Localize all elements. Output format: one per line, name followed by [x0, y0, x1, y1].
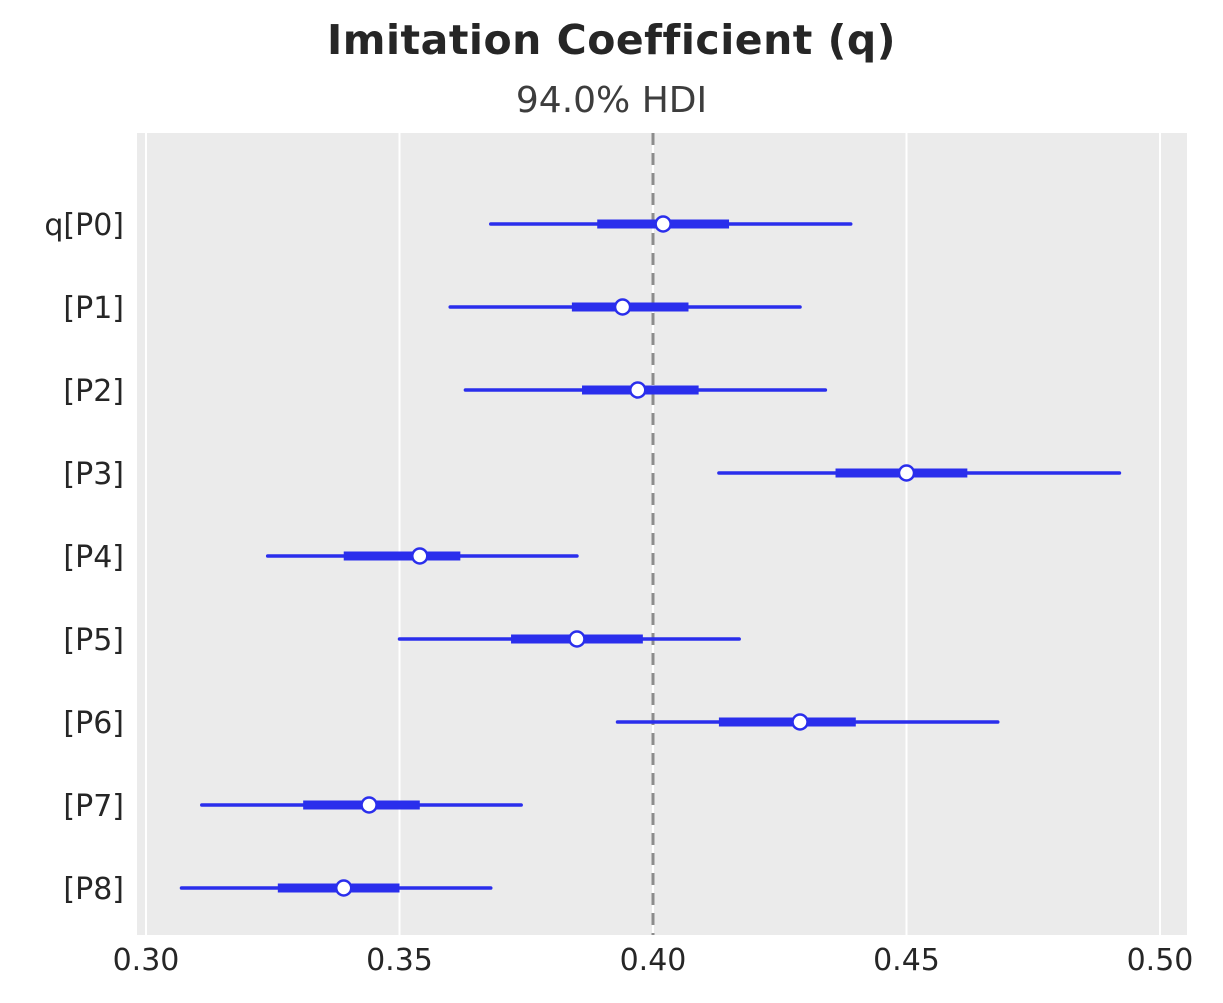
chart-subtitle: 94.0% HDI — [515, 80, 708, 121]
point-estimate-marker — [654, 215, 672, 233]
y-tick-label: [P5] — [63, 623, 124, 658]
point-estimate-marker — [629, 381, 647, 399]
x-tick-labels-layer: 0.30 0.35 0.40 0.45 0.50 — [113, 943, 1194, 978]
y-tick-label: q[P0] — [44, 208, 124, 243]
point-estimate-marker — [411, 547, 429, 565]
x-tick-label: 0.40 — [620, 943, 687, 978]
forest-rows-layer — [179, 215, 1122, 897]
point-estimate-marker — [791, 713, 809, 731]
plot-background — [137, 133, 1187, 935]
x-tick-label: 0.35 — [366, 943, 433, 978]
point-estimate-marker — [613, 298, 632, 316]
x-tick-label: 0.30 — [113, 943, 180, 978]
chart-title: Imitation Coefficient (q) — [327, 16, 896, 64]
y-tick-labels-layer: q[P0] [P1] [P2] [P3] [P4] [P5] [P6] [P7] [P8] — [44, 208, 124, 907]
point-estimate-marker — [568, 630, 586, 648]
x-tick-label: 0.45 — [873, 943, 940, 978]
y-tick-label: [P8] — [63, 872, 124, 907]
y-tick-label: [P7] — [63, 789, 124, 824]
y-tick-label: [P1] — [63, 291, 124, 326]
point-estimate-marker — [360, 796, 378, 814]
y-tick-label: [P2] — [63, 374, 124, 409]
y-tick-label: [P6] — [63, 706, 124, 741]
point-estimate-marker — [897, 464, 916, 482]
x-tick-label: 0.50 — [1127, 943, 1194, 978]
y-tick-label: [P4] — [63, 540, 124, 575]
y-tick-label: [P3] — [63, 457, 124, 492]
point-estimate-marker — [334, 879, 353, 897]
